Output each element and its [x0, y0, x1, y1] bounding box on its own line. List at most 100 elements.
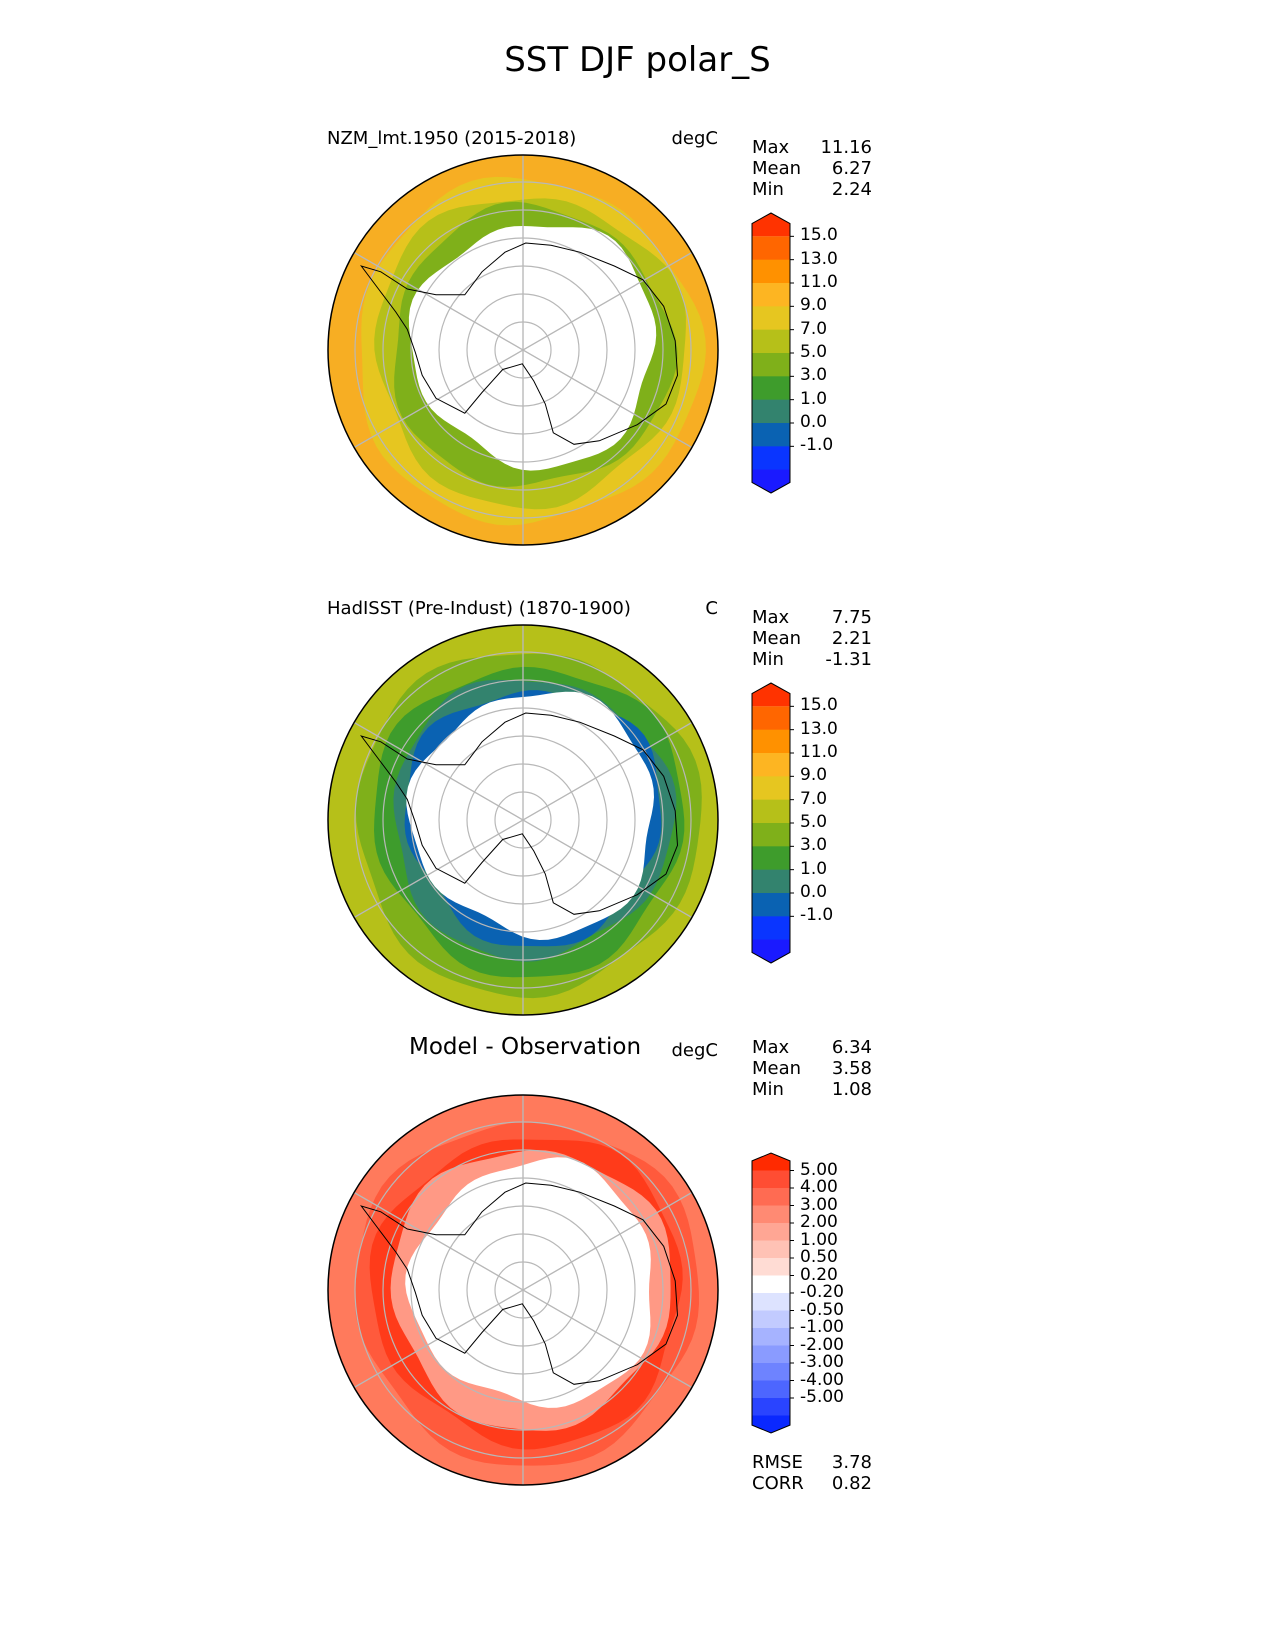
stat-label: Min [752, 649, 784, 670]
metric-value: 0.82 [831, 1473, 872, 1494]
colorbar-extend-min [752, 939, 790, 963]
colorbar-swatch [752, 283, 790, 307]
colorbar-tick-label: 3.0 [800, 365, 828, 386]
stat-value: 1.08 [831, 1079, 872, 1100]
colorbar-swatch [752, 823, 790, 847]
colorbar-swatch [752, 236, 790, 261]
polar-map [327, 624, 794, 1016]
stat-label: Max [752, 137, 790, 158]
metrics-block: RMSE 3.78 CORR 0.82 [752, 1452, 872, 1496]
colorbar-tick-label: -0.50 [800, 1299, 844, 1320]
panel-model: NZM_lmt.1950 (2015-2018) degC Max 11.16 Mean… [0, 110, 1275, 580]
figure-title: SST DJF polar_S [504, 40, 771, 80]
stat-label: Mean [752, 158, 802, 179]
panel-title: HadISST (Pre-Indust) (1870-1900) [327, 598, 631, 619]
colorbar-swatch [752, 1205, 790, 1224]
colorbar [751, 682, 794, 964]
stats-block: Max 7.75 Mean 2.21 Min -1.31 [752, 607, 872, 673]
colorbar-swatch [752, 706, 790, 731]
graticule [353, 625, 693, 1015]
colorbar-tick-label: 7.0 [800, 318, 828, 339]
colorbar-extend-min [752, 469, 790, 493]
polar-map [327, 154, 794, 546]
colorbar-swatch [752, 846, 790, 871]
colorbar-swatch [752, 306, 790, 331]
colorbar-tick-label: 5.00 [800, 1159, 838, 1180]
colorbar-swatch [752, 1275, 790, 1294]
colorbar-tick-label: 7.0 [800, 788, 828, 809]
colorbar-extend-max [752, 213, 790, 237]
colorbar-tick-label: 9.0 [800, 295, 828, 316]
graticule [353, 1095, 693, 1485]
colorbar-tick-label: 3.0 [800, 835, 828, 856]
antarctica-coastline [359, 242, 679, 445]
colorbar-swatch [752, 1310, 790, 1329]
colorbar-tick-label: 1.00 [800, 1229, 838, 1250]
colorbar-tick-label: 0.0 [800, 882, 828, 902]
colorbar-swatch [752, 1345, 790, 1364]
colorbar-swatch [752, 753, 790, 777]
colorbar-swatch [752, 1188, 790, 1206]
colorbar-swatch [752, 446, 790, 471]
colorbar-tick-label: -2.00 [800, 1334, 844, 1355]
stat-value: 7.75 [831, 607, 872, 628]
units-label: degC [671, 1040, 719, 1061]
colorbar-tick-label: 13.0 [800, 248, 838, 269]
units-label: C [705, 598, 718, 619]
colorbar-swatch [752, 259, 790, 284]
colorbar-swatch [752, 1380, 790, 1399]
colorbar-swatch [752, 1223, 790, 1241]
map-border [327, 1094, 719, 1486]
antarctica-coastline [359, 712, 679, 915]
stats-block: Max 6.34 Mean 3.58 Min 1.08 [752, 1037, 872, 1103]
colorbar-swatch [752, 376, 790, 401]
colorbar-tick-label: 13.0 [800, 718, 838, 739]
panel-difference: Model - Observation degC Max 6.34 Mean 3.58 Mi… [0, 1034, 1275, 1520]
colorbar-extend-min [752, 1415, 790, 1433]
stat-value: 6.34 [831, 1037, 872, 1058]
colorbar-tick-label: 2.00 [800, 1212, 838, 1232]
colorbar-tick-label: 11.0 [800, 272, 838, 292]
colorbar-swatch [752, 329, 790, 354]
graticule [353, 155, 693, 545]
colorbar-extend-max [752, 1153, 790, 1171]
colorbar-swatch [752, 1258, 790, 1276]
colorbar-tick-label: -5.00 [800, 1387, 844, 1407]
colorbar-swatch [752, 1328, 790, 1346]
colorbar-tick-label: -1.00 [800, 1317, 844, 1337]
colorbar-swatch [752, 916, 790, 941]
colorbar-tick-label: 0.20 [800, 1264, 838, 1285]
colorbar-tick-label: -1.0 [800, 905, 834, 926]
colorbar-tick-label: -1.0 [800, 435, 834, 456]
stat-value: -1.31 [825, 649, 872, 670]
colorbar-tick-label: 15.0 [800, 695, 838, 716]
antarctica-coastline [359, 1182, 679, 1385]
panel-title: Model - Observation [409, 1034, 642, 1060]
colorbar-swatch [752, 729, 790, 754]
polar-map [327, 1094, 794, 1486]
colorbar-swatch [752, 1363, 790, 1381]
stats-block: Max 11.16 Mean 6.27 Min 2.24 [752, 137, 872, 203]
metric-value: 3.78 [831, 1452, 872, 1473]
colorbar-tick-label: 0.0 [800, 412, 828, 432]
colorbar-swatch [752, 869, 790, 894]
colorbar [751, 1152, 794, 1434]
stat-label: Mean [752, 628, 802, 649]
panel-observation: HadISST (Pre-Indust) (1870-1900) C Max 7.75… [0, 580, 1275, 1050]
colorbar-swatch [752, 399, 790, 424]
stat-label: Min [752, 1079, 784, 1100]
metric-label: CORR [752, 1473, 804, 1494]
colorbar-swatch [752, 1170, 790, 1189]
ice-mask [405, 1157, 651, 1408]
colorbar-swatch [752, 1293, 790, 1311]
metric-label: RMSE [752, 1452, 803, 1473]
colorbar-tick-label: 1.0 [800, 858, 828, 879]
colorbar-swatch [752, 776, 790, 801]
stat-value: 2.24 [831, 179, 872, 200]
stat-value: 3.58 [831, 1058, 872, 1079]
stat-value: 11.16 [820, 137, 872, 158]
colorbar-swatch [752, 353, 790, 377]
colorbar-swatch [752, 799, 790, 824]
colorbar-tick-label: 5.0 [800, 342, 828, 362]
map-border [327, 154, 719, 546]
